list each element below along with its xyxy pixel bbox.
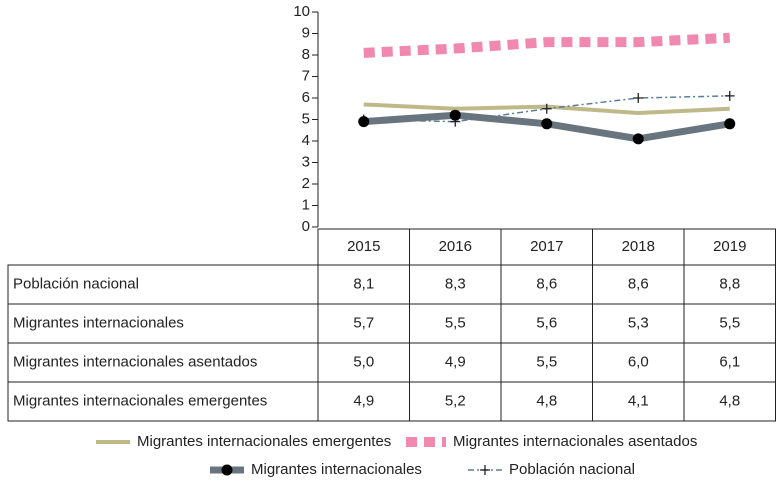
y-tick-label: 6 [302, 89, 310, 106]
table-cell: 4,8 [536, 392, 557, 409]
y-tick-label: 5 [302, 110, 310, 127]
table-cell: 8,6 [536, 275, 557, 292]
table-cell: 5,7 [353, 314, 374, 331]
table-cell: 8,1 [353, 275, 374, 292]
table-cell: 6,1 [719, 353, 740, 370]
point [724, 90, 735, 101]
x-tick-label: 2016 [439, 238, 472, 255]
point [358, 116, 370, 128]
point [541, 118, 553, 130]
table-cell: 5,5 [719, 314, 740, 331]
y-tick-label: 4 [302, 132, 310, 149]
legend-label: Migrantes internacionales [251, 461, 422, 478]
point [633, 93, 644, 103]
table-cell: 6,0 [628, 353, 649, 370]
legend-label: Población nacional [509, 461, 635, 478]
series-line [363, 32, 730, 58]
table-cell: 4,9 [353, 392, 374, 409]
table-cell: 8,8 [719, 275, 740, 292]
table-cell: 5,5 [445, 314, 466, 331]
y-tick-label: 10 [293, 3, 310, 20]
row-label: Migrantes internacionales asentados [13, 353, 257, 370]
table-cell: 4,1 [628, 392, 649, 409]
row-label: Población nacional [13, 275, 139, 292]
row-label: Migrantes internacionales [13, 314, 184, 331]
table-cell: 8,3 [445, 275, 466, 292]
y-tick-label: 7 [302, 67, 310, 84]
legend-label: Migrantes internacionales asentados [453, 433, 697, 450]
y-tick-label: 2 [302, 175, 310, 192]
table-cell: 5,0 [353, 353, 374, 370]
y-tick-label: 8 [302, 46, 310, 63]
y-tick-label: 0 [302, 218, 310, 235]
table-cell: 4,8 [719, 392, 740, 409]
x-tick-label: 2019 [713, 238, 746, 255]
y-tick-label: 9 [302, 24, 310, 41]
x-tick-label: 2015 [347, 238, 380, 255]
point [724, 118, 736, 130]
x-tick-label: 2017 [530, 238, 563, 255]
legend-label: Migrantes internacionales emergentes [137, 433, 391, 450]
point [449, 109, 461, 121]
table-cell: 5,6 [536, 314, 557, 331]
legend-marker [480, 465, 490, 475]
x-tick-label: 2018 [622, 238, 655, 255]
table-cell: 8,6 [628, 275, 649, 292]
table-cell: 5,3 [628, 314, 649, 331]
point [541, 103, 552, 114]
y-tick-label: 3 [302, 153, 310, 170]
table-cell: 5,5 [536, 353, 557, 370]
legend-marker [221, 464, 233, 476]
table-cell: 5,2 [445, 392, 466, 409]
table-cell: 4,9 [445, 353, 466, 370]
point [632, 133, 644, 145]
row-label: Migrantes internacionales emergentes [13, 392, 267, 409]
y-tick-label: 1 [302, 196, 310, 213]
